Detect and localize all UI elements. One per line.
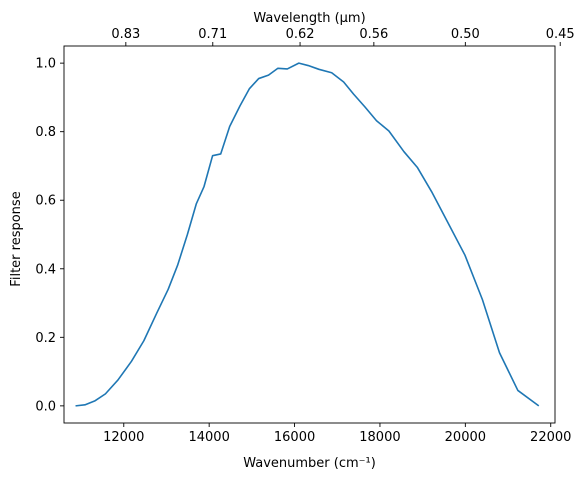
series-line-0 — [75, 62, 540, 407]
top-axis-label: Wavelength (μm) — [253, 11, 365, 26]
top-tick-label: 0.56 — [359, 27, 388, 42]
x-tick-label: 16000 — [274, 430, 315, 445]
y-tick-label: 0.0 — [35, 399, 56, 414]
axes: 12000 14000 16000 18000 20000 22000 0.0 0.2 0.4 0… — [35, 27, 574, 445]
plot-area — [75, 62, 540, 407]
x-tick-label: 18000 — [359, 430, 400, 445]
y-tick-label: 0.4 — [35, 262, 56, 277]
x-tick-label: 14000 — [188, 430, 229, 445]
y-tick-label: 0.8 — [35, 125, 56, 140]
y-tick-label: 0.2 — [35, 331, 56, 346]
x-tick-label: 12000 — [103, 430, 144, 445]
top-tick-label: 0.62 — [286, 27, 315, 42]
top-tick-label: 0.83 — [111, 27, 140, 42]
axes-frame — [63, 45, 556, 424]
y-tick-label: 1.0 — [35, 57, 56, 72]
top-tick-label: 0.50 — [451, 27, 480, 42]
y-tick-label: 0.6 — [35, 194, 56, 209]
top-tick-label: 0.71 — [198, 27, 227, 42]
x-tick-label: 20000 — [445, 430, 486, 445]
x-tick-label: 22000 — [530, 430, 571, 445]
x-axis-label: Wavenumber (cm⁻¹) — [243, 456, 376, 471]
top-tick-label: 0.45 — [546, 27, 575, 42]
y-axis-label: Filter response — [9, 191, 24, 286]
